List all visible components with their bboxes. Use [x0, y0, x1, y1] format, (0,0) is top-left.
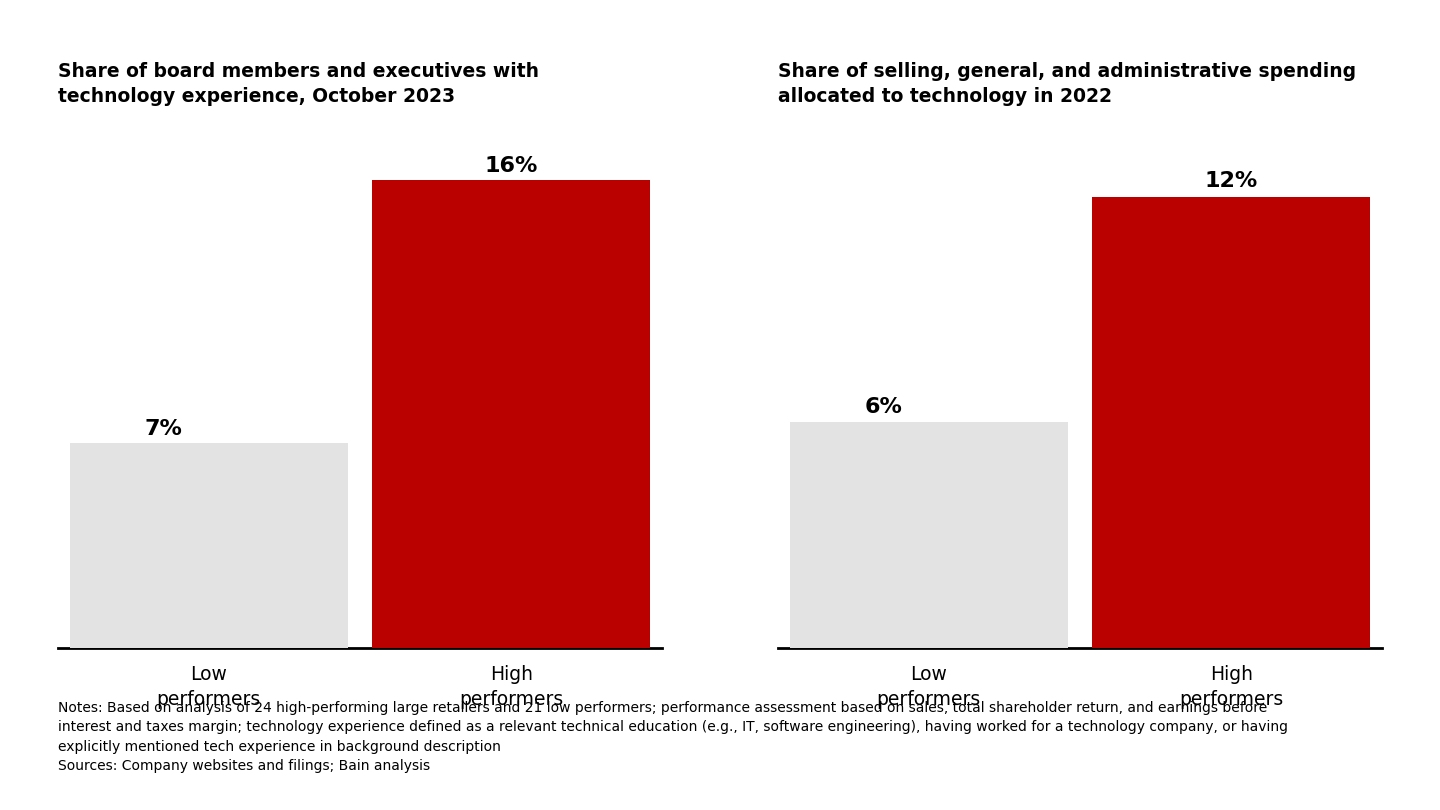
Bar: [1092, 197, 1371, 648]
Text: Share of board members and executives with
technology experience, October 2023: Share of board members and executives wi…: [58, 62, 539, 106]
Bar: [789, 422, 1068, 648]
Bar: [69, 443, 348, 648]
Text: Notes: Based on analysis of 24 high-performing large retailers and 21 low perfor: Notes: Based on analysis of 24 high-perf…: [58, 701, 1287, 774]
Text: 12%: 12%: [1205, 171, 1257, 191]
Text: Share of selling, general, and administrative spending
allocated to technology i: Share of selling, general, and administr…: [778, 62, 1355, 106]
Bar: [372, 180, 651, 648]
Text: 7%: 7%: [144, 419, 183, 439]
Text: 6%: 6%: [864, 397, 903, 416]
Text: 16%: 16%: [484, 156, 539, 176]
